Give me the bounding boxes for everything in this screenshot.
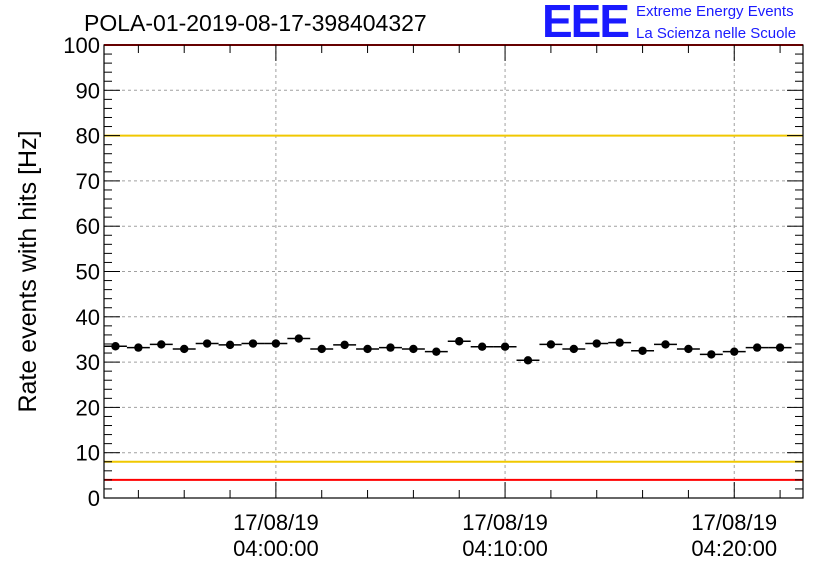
y-tick-label: 10 — [76, 441, 100, 466]
data-point — [180, 344, 189, 354]
y-axis-label: Rate events with hits [Hz] — [14, 130, 42, 412]
data-point — [363, 344, 372, 354]
eee-logo: EEE — [542, 0, 630, 47]
data-point — [271, 339, 281, 348]
y-tick-label: 80 — [76, 124, 100, 149]
data-point — [730, 347, 739, 356]
y-tick-label: 20 — [76, 395, 100, 420]
axis-labels: 010203040506070809010017/08/1904:00:0017… — [63, 33, 777, 561]
x-tick-label-time: 04:10:00 — [462, 536, 548, 561]
x-tick-label-time: 04:00:00 — [233, 536, 319, 561]
logo-line-2: La Scienza nelle Scuole — [636, 25, 797, 42]
y-tick-label: 40 — [76, 305, 100, 330]
x-tick-label-time: 04:20:00 — [691, 536, 777, 561]
data-point — [386, 343, 395, 352]
data-point — [134, 343, 143, 352]
data-point — [294, 334, 304, 343]
data-point — [569, 344, 579, 354]
data-point — [752, 343, 762, 352]
data-points — [104, 334, 792, 365]
data-point — [707, 350, 716, 359]
y-tick-label: 100 — [63, 33, 100, 58]
y-tick-label: 70 — [76, 169, 100, 194]
y-tick-label: 90 — [76, 78, 100, 103]
logo-line-1: Extreme Energy Events — [636, 3, 794, 20]
y-tick-label: 0 — [88, 486, 100, 511]
axis-ticks — [104, 44, 803, 499]
data-point — [317, 344, 326, 354]
reference-lines — [104, 44, 803, 481]
data-point — [592, 339, 601, 348]
data-point — [432, 347, 441, 356]
data-point — [248, 339, 258, 348]
data-point — [615, 338, 624, 347]
data-point — [661, 340, 670, 349]
data-point — [500, 342, 510, 351]
data-point — [455, 337, 464, 346]
grid-lines — [104, 45, 803, 498]
chart-title: POLA-01-2019-08-17-398404327 — [84, 10, 427, 36]
x-tick-label-date: 17/08/19 — [233, 510, 319, 535]
y-tick-label: 60 — [76, 214, 100, 239]
data-point — [638, 346, 647, 355]
data-point — [202, 339, 212, 348]
x-tick-label-date: 17/08/19 — [462, 510, 548, 535]
data-point — [340, 340, 349, 350]
data-point — [111, 342, 120, 351]
data-point — [523, 356, 533, 365]
data-point — [684, 344, 693, 354]
y-tick-label: 30 — [76, 350, 100, 375]
data-point — [225, 340, 235, 350]
data-point — [775, 343, 785, 352]
data-point — [546, 340, 556, 349]
data-point — [157, 340, 166, 349]
data-point — [409, 344, 418, 354]
y-tick-label: 50 — [76, 260, 100, 285]
x-tick-label-date: 17/08/19 — [691, 510, 777, 535]
data-point — [477, 342, 487, 351]
